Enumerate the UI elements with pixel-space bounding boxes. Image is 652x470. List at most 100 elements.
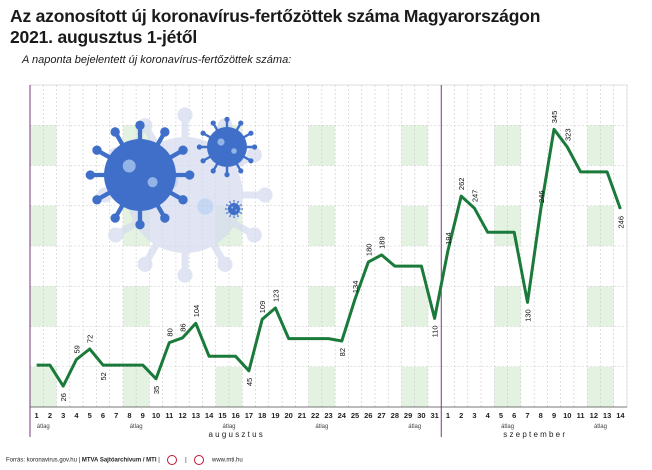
virus-spike-tip (226, 204, 228, 206)
virus-spike-tip (257, 187, 273, 203)
data-label: 59 (72, 345, 81, 353)
x-tick-label: 6 (101, 411, 105, 420)
data-label: 345 (550, 111, 559, 124)
virus-spike-tip (185, 170, 195, 180)
virus-spike-tip (178, 195, 188, 205)
virus-spike-tip (224, 116, 230, 122)
virus-spike-tip (217, 256, 233, 272)
x-tick-label: 17 (245, 411, 253, 420)
x-tick-label: 20 (285, 411, 293, 420)
x-tick-label: 4 (486, 411, 491, 420)
mtva-logo-icon (167, 455, 178, 465)
virus-spike-tip (200, 130, 206, 136)
x-tick-label: 18 (258, 411, 266, 420)
data-label: 26 (59, 393, 68, 401)
virus-spike-tip (248, 130, 254, 136)
x-tick-label: 8 (539, 411, 543, 420)
x-tick-label: 9 (552, 411, 556, 420)
virus-spot (122, 159, 136, 173)
x-tick-label: 22 (311, 411, 319, 420)
virus-spike-tip (248, 158, 254, 164)
avg-label: átlag (37, 424, 50, 430)
data-label: 323 (563, 128, 572, 141)
virus-spike-tip (160, 213, 170, 223)
avg-label: átlag (222, 424, 235, 430)
x-tick-label: 19 (271, 411, 279, 420)
virus-spike-tip (237, 215, 239, 217)
mti-logo-icon (194, 455, 205, 465)
data-label: 194 (444, 232, 453, 245)
virus-illustration-icon (85, 107, 273, 283)
x-tick-label: 16 (231, 411, 239, 420)
virus-bg (97, 107, 273, 283)
x-tick-label: 31 (430, 411, 438, 420)
footer: Forrás: koronavirus.gov.hu | MTVA Sajtóa… (6, 455, 243, 465)
data-label: 110 (431, 325, 440, 337)
x-tick-label: 10 (152, 411, 160, 420)
virus-spot (231, 206, 234, 209)
x-tick-label: 13 (603, 411, 611, 420)
data-label: 82 (338, 348, 347, 356)
virus-spike-tip (160, 127, 170, 137)
data-label: 246 (616, 216, 625, 229)
virus-spike-tip (238, 168, 244, 174)
avg-label: átlag (408, 424, 421, 430)
virus-spike-tip (237, 201, 239, 203)
virus-spike-tip (246, 227, 262, 243)
x-tick-label: 3 (61, 411, 65, 420)
virus-spike-tip (233, 199, 235, 202)
virus-spike-tip (233, 216, 235, 219)
virus-spike-tip (224, 208, 227, 210)
x-tick-label: 2 (459, 411, 463, 420)
avg-label: átlag (501, 424, 514, 430)
x-tick-label: 15 (218, 411, 226, 420)
data-label: 109 (258, 301, 267, 314)
x-tick-label: 7 (114, 411, 118, 420)
chart-title: Az azonosított új koronavírus-fertőzötte… (10, 6, 630, 48)
x-tick-label: 1 (35, 411, 39, 420)
archive-label: MTVA Sajtóarchívum / MTI (81, 457, 157, 464)
month-label: a u g u s z t u s (209, 430, 263, 439)
data-label: 246 (537, 190, 546, 203)
virus-medium (196, 116, 258, 178)
x-tick-label: 14 (205, 411, 214, 420)
virus-spike-tip (210, 168, 216, 174)
virus-body (104, 139, 176, 211)
virus-spike-tip (240, 204, 242, 206)
virus-spike-tip (224, 172, 230, 178)
data-label: 247 (470, 190, 479, 203)
virus-spot (197, 198, 214, 215)
virus-spike-tip (135, 220, 145, 230)
x-tick-label: 9 (141, 411, 145, 420)
data-label: 80 (165, 328, 174, 336)
data-label: 86 (179, 323, 188, 331)
x-tick-label: 28 (391, 411, 399, 420)
virus-spot (231, 148, 237, 154)
virus-spike-tip (92, 145, 102, 155)
x-tick-label: 5 (499, 411, 503, 420)
series-line (36, 127, 622, 388)
virus-spike-tip (178, 145, 188, 155)
x-tick-label: 26 (364, 411, 372, 420)
title-line-2: 2021. augusztus 1-jétől (10, 27, 197, 47)
x-tick-label: 13 (192, 411, 200, 420)
virus-spike-tip (92, 195, 102, 205)
data-label: 104 (192, 305, 201, 318)
data-label: 130 (524, 309, 533, 322)
avg-label: átlag (130, 424, 143, 430)
virus-spike-tip (110, 213, 120, 223)
virus-spot (217, 138, 225, 146)
data-labels: 26 59 72 52 35 80 86 104 45 109 123 82 134 180 189 110 1… (59, 111, 625, 402)
virus-spike-tip (252, 144, 258, 150)
x-tick-label: 1 (446, 411, 450, 420)
data-label: 180 (364, 244, 373, 257)
x-tick-label: 21 (298, 411, 306, 420)
data-label: 262 (457, 178, 466, 191)
virus-spike-tip (137, 256, 153, 272)
x-tick-label: 25 (351, 411, 359, 420)
x-tick-label: 5 (88, 411, 92, 420)
virus-spike-tip (108, 227, 124, 243)
virus-spike-tip (241, 208, 244, 210)
x-tick-label: 11 (577, 411, 585, 420)
x-tick-label: 24 (338, 411, 347, 420)
